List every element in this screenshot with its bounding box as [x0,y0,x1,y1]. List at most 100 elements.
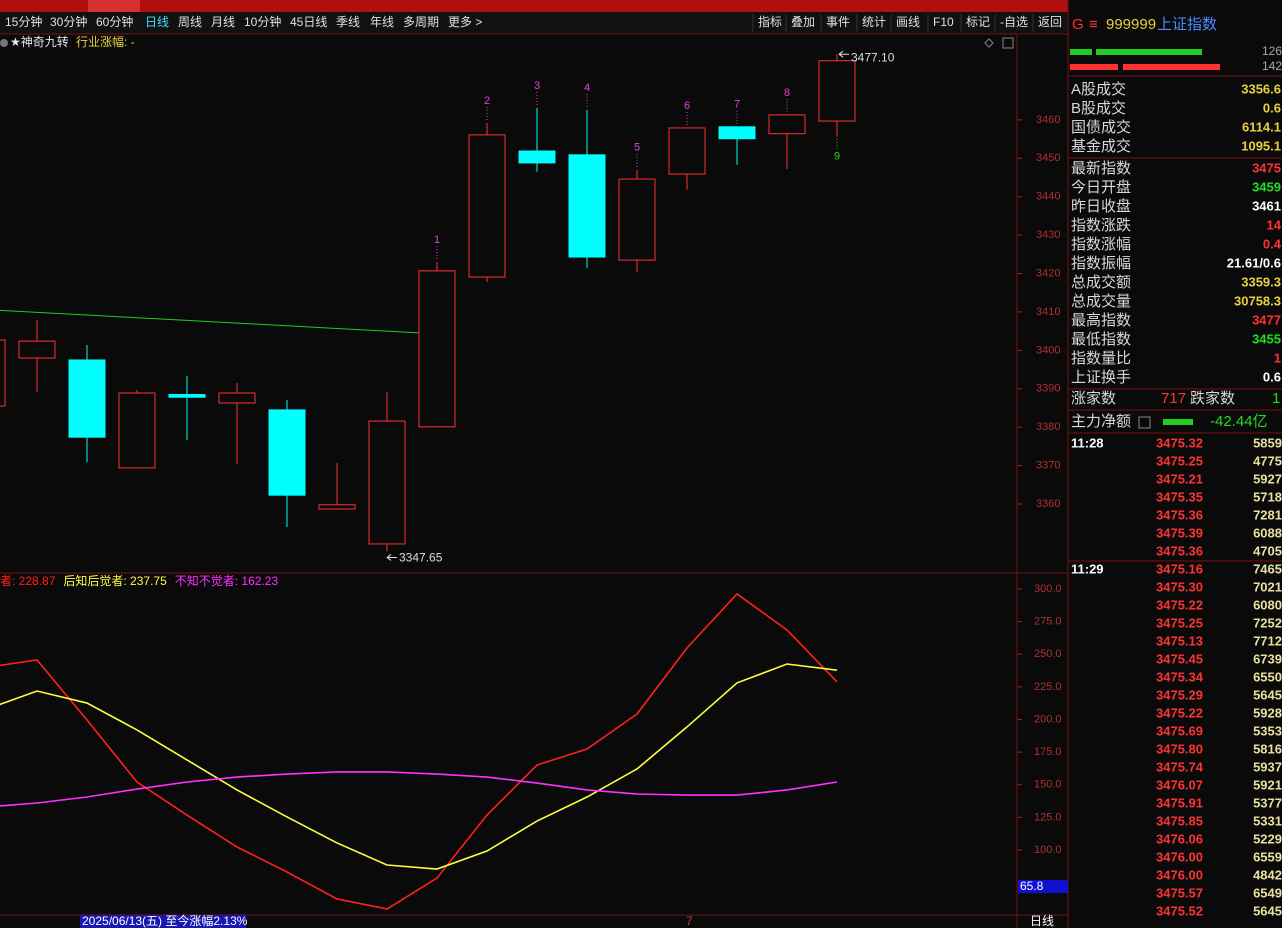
stat-label: 最低指数 [1071,331,1131,348]
stat-label: 今日开盘 [1071,178,1131,196]
stat-label: 指数涨幅 [1071,236,1131,253]
candle-body [718,126,756,140]
y-tick-label: 175.0 [1034,746,1062,758]
tool-button[interactable]: 返回 [1038,15,1062,29]
tick-price: 3475.36 [1156,507,1203,522]
seq-label: 7 [734,99,740,111]
period-tab[interactable]: 季线 [336,15,360,29]
period-tab[interactable]: 10分钟 [244,14,281,29]
tick-volume: 5718 [1253,489,1282,504]
tick-volume: 7021 [1253,579,1282,594]
tick-price: 3475.22 [1156,705,1203,720]
low-arrow [386,554,397,561]
stat-label: B股成交 [1071,99,1126,117]
quote-panel: G ≡ 999999 上证指数 126 142 涨家数 717 跌家数 1 主力… [1068,16,1282,562]
panel-menu[interactable]: ≡ [1089,16,1098,33]
flow-bar [1163,419,1193,425]
legend-entry: 者: 228.87 [0,574,56,588]
tick-volume: 5859 [1253,435,1282,450]
stat-label: 国债成交 [1071,118,1131,136]
tick-volume: 7712 [1253,633,1282,648]
y-tick-label: 3450 [1036,152,1060,164]
tick-volume: 5645 [1253,903,1282,918]
candle-body [818,60,856,122]
y-tick-label: 275.0 [1034,616,1062,628]
candle-body [18,340,56,359]
candle-body [318,504,356,510]
candle-body [618,178,656,261]
y-tick-label: 125.0 [1034,811,1062,823]
period-tab[interactable]: 周线 [178,15,202,29]
tick-price: 3475.35 [1156,489,1203,504]
tick-volume: 7465 [1253,561,1282,576]
tick-volume: 5937 [1253,759,1282,774]
tick-price: 3475.30 [1156,579,1203,594]
indicator-name[interactable]: ★神奇九转 [10,34,69,49]
tool-button[interactable]: 指标 [758,14,782,29]
tool-button[interactable]: -自选 [1000,15,1028,29]
tick-price: 3475.74 [1156,759,1204,774]
tool-button[interactable]: 标记 [966,15,990,29]
stat-value: 3359.3 [1241,274,1281,289]
stat-label: 基金成交 [1071,137,1131,155]
flow-value: -42.44亿 [1210,413,1268,430]
candle-body [768,114,806,135]
tick-volume: 6088 [1253,525,1282,540]
tick-volume: 5353 [1253,723,1282,738]
seq-label: 3 [534,80,540,92]
tick-volume: 6559 [1253,849,1282,864]
active-tab[interactable] [88,0,140,12]
tick-price: 3475.52 [1156,903,1203,918]
stat-value: 0.4 [1263,236,1282,251]
tool-button[interactable]: F10 [933,15,954,29]
tick-price: 3475.45 [1156,651,1203,666]
stat-label: 最高指数 [1071,312,1131,329]
tick-price: 3476.07 [1156,777,1203,792]
tool-button[interactable]: 统计 [862,15,886,29]
tick-price: 3475.22 [1156,597,1203,612]
diamond-icon[interactable] [984,38,994,48]
tick-price: 3475.80 [1156,741,1203,756]
candle-body [168,394,206,398]
tick-volume: 5377 [1253,795,1282,810]
stat-label: 指数量比 [1071,350,1131,367]
period-tab[interactable]: 日线 [145,15,169,29]
close-icon[interactable] [0,39,8,47]
ma-line [0,309,438,335]
period-tab[interactable]: 月线 [211,15,235,29]
index-code: 999999 [1106,16,1156,33]
period-tab[interactable]: 年线 [370,15,394,29]
tick-price: 3476.06 [1156,831,1203,846]
period-tab[interactable]: 60分钟 [96,14,133,29]
y-tick-label: 3410 [1036,306,1060,318]
bar [1123,64,1220,70]
tool-button[interactable]: 事件 [826,15,850,29]
y-tick-label: 3380 [1036,421,1060,433]
y-tick-label: 3400 [1036,344,1060,356]
y-tick-label: 3370 [1036,460,1060,472]
flow-icon[interactable] [1138,416,1151,429]
period-tab[interactable]: 45日线 [290,15,327,29]
period-tab[interactable]: 多周期 [403,15,439,29]
seq-label: 5 [634,142,640,154]
tick-volume: 7252 [1253,615,1282,630]
y-tick-label: 250.0 [1034,648,1062,660]
stat-value: 3475 [1252,160,1281,175]
window-icon[interactable] [1002,37,1014,49]
candle-body [468,134,506,278]
tick-price: 3475.16 [1156,561,1203,576]
tool-button[interactable]: 画线 [896,15,920,29]
y-tick-label: 3460 [1036,114,1060,126]
period-tab[interactable]: 更多 > [448,15,482,29]
tick-price: 3475.29 [1156,687,1203,702]
period-tab[interactable]: 15分钟 [5,14,42,29]
period-tab[interactable]: 30分钟 [50,14,87,29]
tick-volume: 5645 [1253,687,1282,702]
tick-price: 3475.34 [1156,669,1204,684]
tick-price: 3475.25 [1156,453,1203,468]
tool-button[interactable]: 叠加 [791,15,815,29]
status-period[interactable]: 日线 [1030,914,1054,928]
tick-volume: 6549 [1253,885,1282,900]
stat-value: 3455 [1252,331,1281,346]
